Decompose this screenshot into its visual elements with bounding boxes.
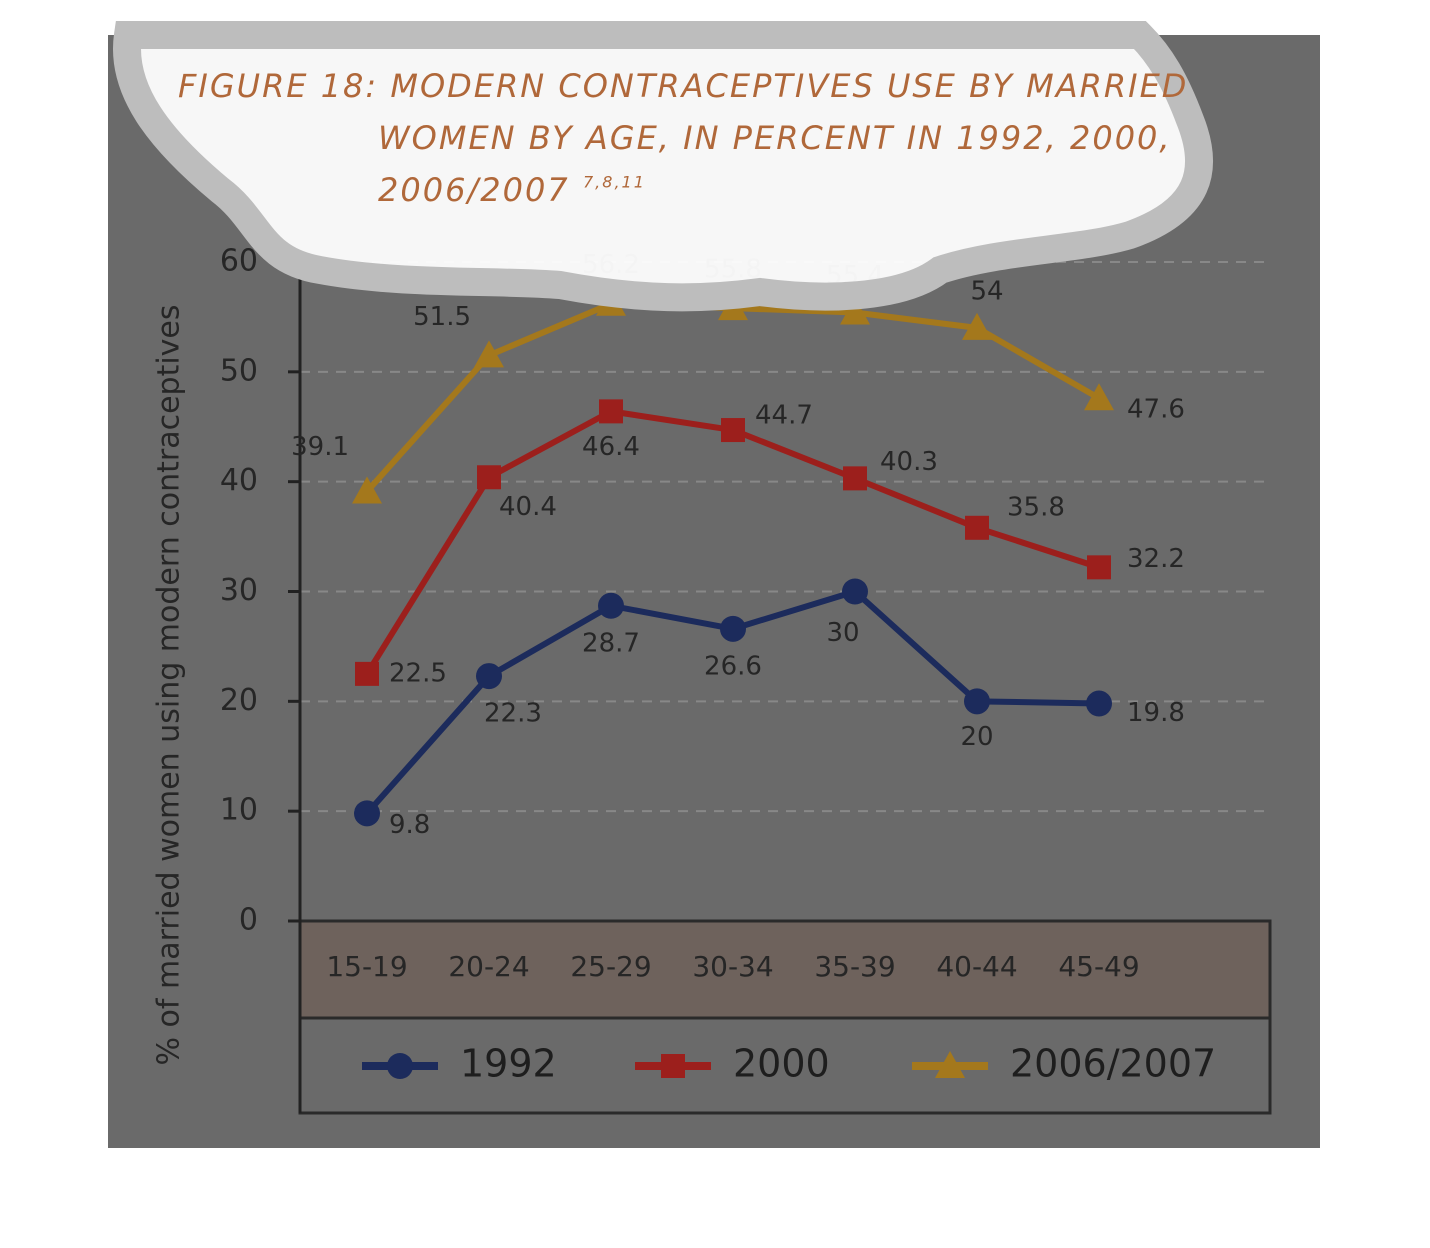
value-label: 32.2 bbox=[1127, 544, 1185, 574]
chart-title-line: WOMEN BY AGE, IN PERCENT IN 1992, 2000, bbox=[378, 119, 1172, 157]
value-label: 35.8 bbox=[1007, 492, 1065, 522]
y-axis-label: % of married women using modern contrace… bbox=[152, 304, 187, 1065]
legend-marker bbox=[935, 1051, 965, 1078]
value-label: 20 bbox=[960, 722, 993, 752]
point bbox=[476, 663, 502, 690]
value-label: 40.3 bbox=[880, 447, 938, 477]
point bbox=[474, 340, 504, 368]
y-tick-label: 50 bbox=[220, 353, 258, 388]
value-label: 9.8 bbox=[389, 810, 430, 840]
point bbox=[964, 688, 990, 715]
value-label: 46.4 bbox=[582, 432, 640, 462]
point bbox=[355, 661, 379, 686]
x-tick-label: 25-29 bbox=[570, 950, 651, 983]
point bbox=[354, 800, 380, 827]
title-superscript: 7,8,11 bbox=[583, 173, 646, 192]
point bbox=[352, 476, 382, 504]
value-label: 22.5 bbox=[389, 658, 447, 688]
point bbox=[720, 615, 746, 642]
value-label: 40.4 bbox=[499, 492, 557, 522]
legend-marker bbox=[661, 1054, 685, 1078]
y-tick-label: 60 bbox=[220, 244, 258, 279]
point bbox=[721, 418, 745, 443]
plot: 0 10 20 30 40 50 60 15-19 20-24 25-29 30-34 35-39 40… bbox=[220, 244, 1270, 1113]
x-tick-label: 35-39 bbox=[814, 950, 895, 983]
legend-marker bbox=[387, 1053, 413, 1079]
value-label: 51.5 bbox=[413, 302, 471, 332]
point bbox=[840, 297, 870, 325]
legend-label: 1992 bbox=[460, 1042, 557, 1086]
point bbox=[1084, 383, 1114, 411]
chart-title-line: FIGURE 18: MODERN CONTRACEPTIVES USE BY … bbox=[178, 67, 1188, 105]
x-tick-label: 20-24 bbox=[448, 950, 529, 983]
legend-label: 2000 bbox=[733, 1042, 830, 1086]
x-tick-label: 45-49 bbox=[1058, 950, 1139, 983]
value-label: 47.6 bbox=[1127, 395, 1185, 425]
value-label: 54 bbox=[970, 276, 1003, 306]
x-label-band bbox=[298, 919, 1272, 1020]
value-label: 39.1 bbox=[291, 432, 349, 462]
x-tick-label: 15-19 bbox=[326, 950, 407, 983]
value-label: 22.3 bbox=[484, 699, 542, 729]
point bbox=[1086, 690, 1112, 717]
y-tick-label: 0 bbox=[239, 903, 258, 938]
value-label: 26.6 bbox=[704, 651, 762, 681]
title-cloud bbox=[113, 20, 1214, 312]
value-label: 28.7 bbox=[582, 628, 640, 658]
point bbox=[598, 592, 624, 619]
point bbox=[962, 312, 992, 340]
x-tick-label: 40-44 bbox=[936, 950, 1017, 983]
value-label: 19.8 bbox=[1127, 698, 1185, 728]
point bbox=[965, 515, 989, 540]
x-tick-label: 30-34 bbox=[692, 950, 773, 983]
legend-box bbox=[298, 1016, 1272, 1115]
y-tick-label: 20 bbox=[220, 683, 258, 718]
point bbox=[477, 465, 501, 490]
value-label: 44.7 bbox=[755, 401, 813, 431]
point bbox=[1087, 555, 1111, 580]
point bbox=[843, 466, 867, 491]
y-tick-label: 10 bbox=[220, 793, 258, 828]
legend-label: 2006/2007 bbox=[1010, 1042, 1216, 1086]
chart-title-line: 2006/2007 bbox=[378, 171, 570, 209]
point bbox=[842, 578, 868, 605]
y-tick-label: 30 bbox=[220, 573, 258, 608]
value-label: 30 bbox=[826, 618, 859, 648]
y-tick-label: 40 bbox=[220, 463, 258, 498]
point bbox=[599, 399, 623, 424]
